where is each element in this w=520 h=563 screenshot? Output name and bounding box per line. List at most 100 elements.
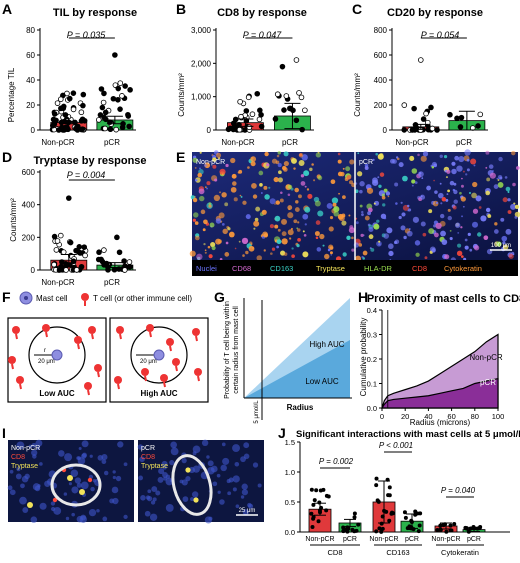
micrograph-label: Tryptase: [11, 463, 38, 470]
nucleus: [96, 508, 100, 513]
cell-blob: [398, 162, 404, 168]
nucleus: [89, 454, 93, 458]
cell-blob: [358, 243, 363, 247]
cell-blob: [451, 168, 457, 175]
cell-blob: [471, 221, 479, 228]
cell-blob: [237, 171, 241, 174]
cell-blob: [247, 166, 250, 169]
micrograph-label: CD8: [141, 454, 155, 461]
cell-blob: [478, 206, 482, 209]
cell-blob: [411, 184, 414, 187]
cell-blob: [473, 164, 476, 167]
data-point: [101, 247, 107, 253]
p-value: P < 0.001: [379, 441, 413, 450]
cell-blob: [313, 179, 316, 182]
data-point: [341, 529, 346, 534]
cell-blob: [283, 151, 289, 157]
nucleus: [112, 470, 116, 474]
cell-blob: [281, 231, 287, 237]
cell-blob: [283, 161, 289, 167]
data-point: [74, 127, 81, 133]
y-tick-label: 20: [26, 101, 35, 110]
cell-blob: [361, 213, 364, 217]
legend-strip: [192, 260, 518, 276]
data-point: [279, 63, 286, 70]
cell-blob: [417, 171, 424, 178]
legend-item: Cytokeratin: [444, 264, 482, 273]
data-point: [356, 522, 361, 527]
data-point: [309, 511, 314, 516]
cell-blob: [291, 158, 297, 164]
data-point: [302, 107, 308, 114]
panel-a: A TIL by response Percentage TIL 0 20 40 60…: [2, 1, 137, 147]
cell-blob: [192, 157, 198, 163]
cell-blob: [445, 176, 448, 179]
y-tick-label: 600: [22, 168, 36, 177]
cell-blob: [271, 247, 276, 251]
cell-blob: [205, 186, 207, 188]
data-point: [102, 116, 109, 123]
cell-blob: [277, 163, 282, 168]
cell-blob: [388, 243, 394, 250]
cell-blob: [332, 202, 337, 207]
data-point: [117, 106, 123, 112]
nucleus: [219, 499, 225, 505]
data-point: [464, 526, 469, 531]
cell-blob: [360, 233, 364, 238]
nucleus: [181, 479, 188, 486]
nucleus: [234, 461, 240, 467]
cell-blob: [207, 245, 211, 249]
t-cell-tail: [117, 383, 120, 390]
cell-blob: [393, 240, 398, 244]
cell-blob: [228, 231, 235, 238]
panel-b: B CD8 by response Counts/mm² 0 1,000 2,000…: [176, 1, 314, 147]
nucleus: [243, 453, 250, 460]
cell-blob: [346, 235, 351, 241]
cell-blob: [459, 191, 462, 195]
cell-blob: [414, 240, 421, 246]
legend-item: HLA-DR: [364, 264, 393, 273]
group-label: CD8: [327, 548, 342, 557]
nucleus: [257, 483, 262, 488]
panel-letter: J: [278, 425, 286, 441]
data-point: [56, 267, 63, 273]
y-tick-label: 0: [207, 126, 212, 135]
x-tick-label: Non-pCR: [41, 138, 75, 147]
cell-blob: [485, 207, 491, 213]
cell-blob: [403, 235, 407, 240]
cell-blob: [464, 245, 469, 250]
data-point: [374, 483, 379, 488]
micrograph-label: CD8: [11, 454, 25, 461]
cell-blob: [315, 152, 322, 158]
data-point: [98, 86, 105, 92]
data-point: [51, 261, 57, 268]
mast-cell-nucleus: [24, 296, 28, 300]
cell-blob: [351, 236, 354, 240]
nucleus: [235, 504, 240, 509]
nucleus: [77, 457, 86, 465]
cell-blob: [333, 206, 340, 213]
cell-blob: [314, 200, 321, 207]
t-cell: [146, 324, 154, 332]
cell-blob: [453, 182, 457, 186]
cell-blob: [225, 241, 229, 245]
data-point: [352, 515, 357, 520]
cell-blob: [514, 215, 518, 219]
cell-blob: [204, 164, 207, 167]
data-point: [65, 126, 71, 133]
nucleus: [240, 495, 245, 499]
y-tick-label: 3,000: [191, 26, 212, 35]
cell-blob: [383, 188, 388, 193]
cell-blob: [431, 166, 435, 169]
cell-blob: [378, 184, 382, 188]
x-tick-label: pCR: [104, 278, 120, 287]
cell-blob: [263, 185, 268, 190]
p-value: P = 0.004: [67, 170, 105, 180]
panel-e: E Non-pCR pCR 100 μm Nuclei CD68 CD163 Tryp…: [176, 149, 520, 276]
nucleus: [181, 458, 187, 464]
cell-blob: [401, 212, 406, 217]
cell-blob: [209, 222, 215, 228]
panel-d: D Tryptase by response Counts/mm² 0 200 40…: [2, 149, 147, 287]
nucleus: [241, 489, 249, 496]
x-tick-label: Non-pCR: [305, 536, 334, 543]
